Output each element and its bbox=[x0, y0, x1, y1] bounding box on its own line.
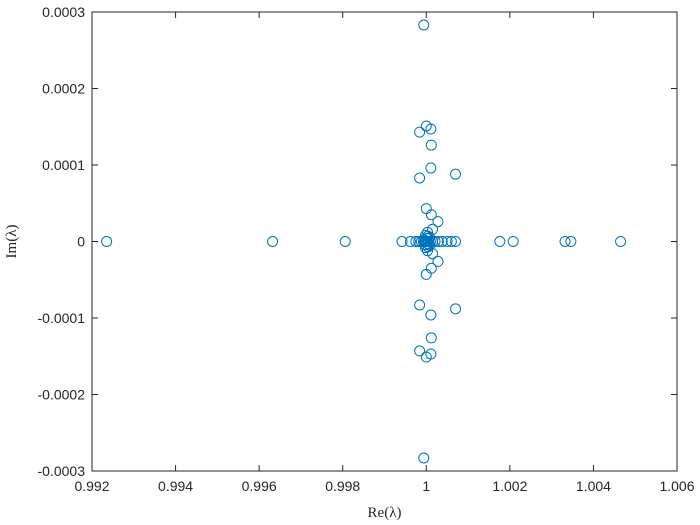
data-point bbox=[422, 245, 434, 257]
data-point bbox=[404, 236, 416, 247]
y-tick-label: 0.0001 bbox=[42, 157, 85, 173]
data-point bbox=[507, 236, 519, 247]
data-point bbox=[559, 236, 571, 247]
x-axis-label: Re(λ) bbox=[368, 505, 402, 521]
y-axis-label: Im(λ) bbox=[4, 225, 20, 259]
data-point bbox=[101, 236, 113, 247]
data-point bbox=[450, 303, 462, 315]
data-point bbox=[425, 209, 437, 221]
data-point bbox=[414, 345, 426, 357]
data-point bbox=[425, 262, 437, 274]
data-point bbox=[267, 236, 279, 247]
x-tick-label: 0.994 bbox=[158, 478, 193, 494]
data-point bbox=[432, 216, 444, 228]
data-point bbox=[425, 162, 437, 174]
y-tick-label: 0.0002 bbox=[42, 81, 85, 97]
data-point bbox=[422, 238, 434, 250]
y-tick-label: 0 bbox=[77, 234, 85, 250]
data-point bbox=[414, 126, 426, 138]
x-tick-label: 1.006 bbox=[659, 478, 694, 494]
y-tick-label: 0.0003 bbox=[42, 4, 85, 20]
x-axis-ticks: 0.992 0.994 0.996 0.998 1 1.002 1.004 1.006 bbox=[74, 12, 695, 494]
data-point bbox=[450, 236, 462, 247]
x-tick-label: 0.996 bbox=[242, 478, 277, 494]
data-point bbox=[424, 232, 436, 244]
x-tick-label: 1 bbox=[422, 478, 430, 494]
data-point bbox=[494, 236, 506, 247]
data-point bbox=[339, 236, 351, 247]
data-point bbox=[436, 236, 448, 247]
data-points bbox=[101, 19, 627, 464]
data-point bbox=[425, 348, 437, 360]
data-point bbox=[429, 236, 441, 247]
y-tick-label: -0.0002 bbox=[38, 387, 86, 403]
y-axis-ticks: -0.0003 -0.0002 -0.0001 0 0.0001 0.0002 0.0003 bbox=[38, 4, 677, 479]
data-point bbox=[425, 332, 437, 344]
data-point bbox=[422, 230, 434, 242]
data-point bbox=[414, 299, 426, 311]
data-point bbox=[396, 236, 408, 247]
data-point bbox=[418, 19, 430, 31]
data-point bbox=[425, 139, 437, 151]
data-point bbox=[615, 236, 627, 247]
x-tick-label: 0.998 bbox=[325, 478, 360, 494]
data-point bbox=[432, 255, 444, 267]
data-point bbox=[441, 236, 453, 247]
data-point bbox=[445, 236, 457, 247]
data-point bbox=[565, 236, 577, 247]
x-tick-label: 1.004 bbox=[576, 478, 611, 494]
x-tick-label: 1.002 bbox=[492, 478, 527, 494]
data-point bbox=[425, 309, 437, 321]
y-tick-label: -0.0001 bbox=[38, 310, 86, 326]
data-point bbox=[450, 168, 462, 180]
y-tick-label: -0.0003 bbox=[38, 463, 86, 479]
data-point bbox=[418, 452, 430, 464]
data-point bbox=[414, 172, 426, 184]
plot-area bbox=[91, 11, 678, 472]
data-point bbox=[422, 241, 434, 253]
x-tick-label: 0.992 bbox=[74, 478, 109, 494]
data-point bbox=[422, 226, 434, 238]
data-point bbox=[424, 239, 436, 251]
data-point bbox=[425, 123, 437, 135]
